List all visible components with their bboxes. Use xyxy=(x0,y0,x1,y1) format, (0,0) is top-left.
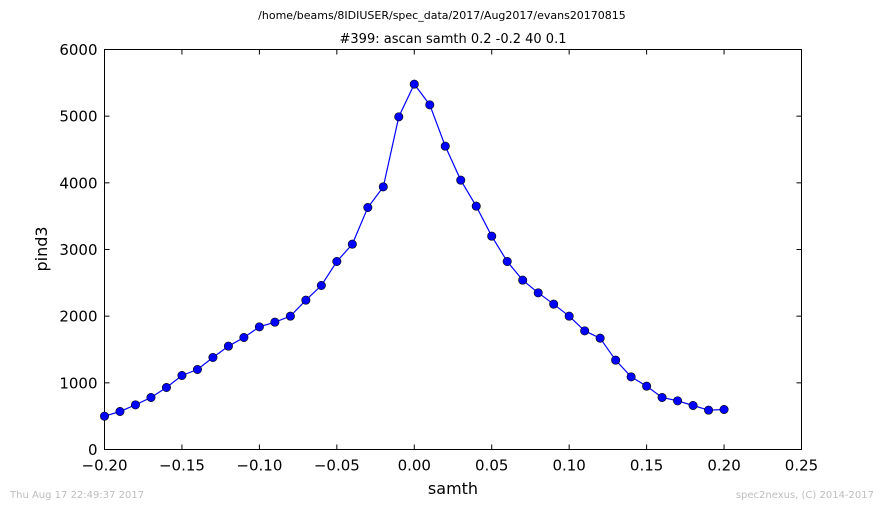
data-point xyxy=(487,231,497,241)
y-tick-label: 0 xyxy=(88,441,98,459)
x-axis-label: samth xyxy=(428,479,478,498)
y-tick-label: 2000 xyxy=(59,308,97,326)
data-point xyxy=(657,392,667,402)
data-point xyxy=(146,392,156,402)
data-point xyxy=(456,175,466,185)
data-point xyxy=(704,405,714,415)
data-point xyxy=(409,79,419,89)
data-point xyxy=(719,404,729,414)
data-point xyxy=(564,311,574,321)
plot-area: −0.20 −0.15 −0.10 −0.05 0.00 0.05 0.10 0.15 0.20… xyxy=(59,41,818,475)
data-point xyxy=(425,100,435,110)
data-point xyxy=(611,355,621,365)
y-tick-label: 3000 xyxy=(59,241,97,259)
data-point xyxy=(223,341,233,351)
data-point xyxy=(688,400,698,410)
x-tick-label: 0.05 xyxy=(475,457,508,475)
x-tick-label: 0.25 xyxy=(785,457,818,475)
x-axis-ticks: −0.20 −0.15 −0.10 −0.05 0.00 0.05 0.10 0.15 0.20… xyxy=(82,49,818,475)
x-tick-label: −0.10 xyxy=(236,457,282,475)
y-tick-label: 4000 xyxy=(59,174,97,192)
data-point xyxy=(595,333,605,343)
data-point xyxy=(192,364,202,374)
y-tick-label: 1000 xyxy=(59,374,97,392)
chart-title: #399: ascan samth 0.2 -0.2 40 0.1 xyxy=(340,32,567,47)
data-point xyxy=(301,295,311,305)
data-point xyxy=(130,400,140,410)
x-tick-label: −0.20 xyxy=(82,457,128,475)
data-point xyxy=(270,317,280,327)
data-markers xyxy=(100,79,729,421)
data-point xyxy=(285,311,295,321)
data-point xyxy=(363,203,373,213)
timestamp-footer: Thu Aug 17 22:49:37 2017 xyxy=(10,490,145,501)
data-point xyxy=(394,112,404,122)
data-point xyxy=(378,182,388,192)
data-point xyxy=(161,382,171,392)
data-point xyxy=(626,372,636,382)
axes-frame xyxy=(104,49,802,450)
data-point xyxy=(471,201,481,211)
data-point xyxy=(347,239,357,249)
data-point xyxy=(673,396,683,406)
data-point xyxy=(502,256,512,266)
x-tick-label: 0.15 xyxy=(630,457,663,475)
data-point xyxy=(100,411,110,421)
data-point xyxy=(580,326,590,336)
data-point xyxy=(533,288,543,298)
data-point xyxy=(239,332,249,342)
x-tick-label: 0.10 xyxy=(552,457,585,475)
data-point xyxy=(332,256,342,266)
data-point xyxy=(642,381,652,391)
data-point xyxy=(316,280,326,290)
y-axis-label: pind3 xyxy=(32,226,51,271)
x-tick-label: 0.20 xyxy=(707,457,740,475)
data-point xyxy=(440,141,450,151)
y-axis-ticks: 0 1000 2000 3000 4000 5000 6000 xyxy=(59,41,802,459)
data-point xyxy=(177,370,187,380)
x-tick-label: −0.05 xyxy=(314,457,360,475)
file-path-suptitle: /home/beams/8IDIUSER/spec_data/2017/Aug2… xyxy=(258,9,626,22)
credit-footer: spec2nexus, (C) 2014-2017 xyxy=(735,490,874,501)
y-tick-label: 5000 xyxy=(59,108,97,126)
data-point xyxy=(208,352,218,362)
data-point xyxy=(549,299,559,309)
x-tick-label: 0.00 xyxy=(398,457,431,475)
x-tick-label: −0.15 xyxy=(159,457,205,475)
data-point xyxy=(115,406,125,416)
data-point xyxy=(254,322,264,332)
y-tick-label: 6000 xyxy=(59,41,97,59)
data-point xyxy=(518,275,528,285)
